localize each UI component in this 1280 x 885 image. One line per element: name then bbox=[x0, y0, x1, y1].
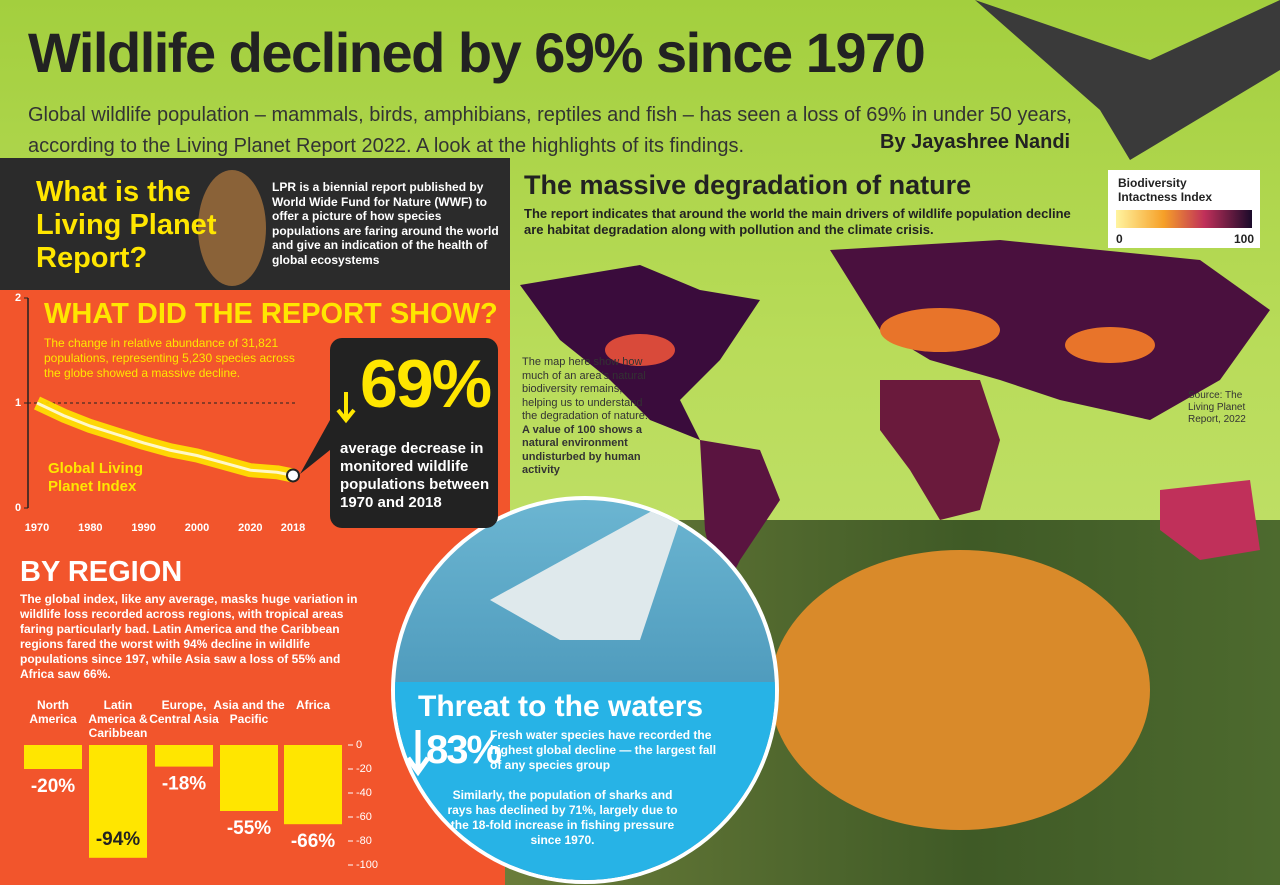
map-note-bold: A value of 100 shows a natural environme… bbox=[522, 423, 643, 477]
end-point bbox=[286, 468, 300, 483]
bar bbox=[220, 745, 278, 811]
report-stat: 69% bbox=[360, 346, 492, 422]
title: Wildlife declined by 69% since 1970 bbox=[28, 21, 926, 84]
stat-box bbox=[330, 338, 498, 528]
down-arrow bbox=[336, 392, 356, 424]
x-tick-label: 1970 bbox=[25, 522, 49, 534]
legend-gradient bbox=[1116, 210, 1252, 228]
category-label: Europe, Central Asia bbox=[149, 698, 219, 726]
value-label: -18% bbox=[162, 774, 206, 795]
x-tick-label: 2020 bbox=[238, 522, 262, 534]
waters-stat: 83% bbox=[426, 728, 502, 772]
legend-min: 0 bbox=[1116, 232, 1123, 246]
region-title: BY REGION bbox=[20, 556, 183, 588]
map-source: Source: The Living Planet Report, 2022 bbox=[1188, 390, 1246, 425]
category-label: Africa bbox=[295, 698, 330, 712]
y-tick-label: -20 bbox=[356, 763, 372, 775]
x-tick-label: 2000 bbox=[185, 522, 209, 534]
value-label: -94% bbox=[96, 829, 140, 850]
report-text: The change in relative abundance of 31,8… bbox=[44, 336, 295, 380]
region-text: The global index, like any average, mask… bbox=[20, 592, 358, 681]
byline: By Jayashree Nandi bbox=[880, 131, 1071, 153]
series-line bbox=[36, 401, 294, 477]
y-tick-label: 0 bbox=[15, 502, 21, 514]
vulture-image bbox=[975, 0, 1280, 160]
value-label: -20% bbox=[31, 776, 75, 797]
value-label: -66% bbox=[291, 831, 335, 852]
x-tick-label: 1990 bbox=[131, 522, 155, 534]
waters-stat-text: Fresh water species have recorded the hi… bbox=[490, 728, 717, 772]
report-title: WHAT DID THE REPORT SHOW? bbox=[44, 298, 498, 330]
bar bbox=[155, 745, 213, 767]
down-arrow bbox=[405, 730, 431, 777]
y-tick-label: 0 bbox=[356, 739, 362, 751]
map-note: The map here show how much of an area's … bbox=[522, 356, 652, 478]
x-tick-label: 2018 bbox=[281, 522, 305, 534]
waters-text: Similarly, the population of sharks and … bbox=[447, 788, 678, 847]
y-tick-label: -100 bbox=[356, 859, 378, 871]
category-label: Latin America & Caribbean bbox=[88, 698, 148, 740]
y-tick-label: -80 bbox=[356, 835, 372, 847]
legend-max: 100 bbox=[1234, 232, 1255, 246]
bar bbox=[24, 745, 82, 769]
subtitle: Global wildlife population – mammals, bi… bbox=[28, 104, 1072, 157]
bar bbox=[89, 745, 147, 858]
map-note-text: The map here show how much of an area's … bbox=[522, 356, 648, 422]
intro-title: What is the Living Planet Report? bbox=[36, 176, 217, 274]
waters-title: Threat to the waters bbox=[418, 690, 704, 723]
y-tick-label: 2 bbox=[15, 292, 21, 304]
series-label: Global Living Planet Index bbox=[48, 460, 144, 495]
category-label: Asia and the Pacific bbox=[213, 698, 285, 726]
callout-pointer bbox=[300, 420, 330, 474]
category-label: North America bbox=[29, 698, 77, 726]
eagle-image bbox=[198, 170, 266, 286]
map-text: The report indicates that around the wor… bbox=[524, 206, 1071, 237]
bar bbox=[284, 745, 342, 825]
y-tick-label: -60 bbox=[356, 811, 372, 823]
y-tick-label: 1 bbox=[15, 397, 21, 409]
legend-title: Biodiversity Intactness Index bbox=[1118, 176, 1213, 204]
y-tick-label: -40 bbox=[356, 787, 372, 799]
x-tick-label: 1980 bbox=[78, 522, 102, 534]
value-label: -55% bbox=[227, 818, 271, 839]
map-title: The massive degradation of nature bbox=[524, 170, 972, 200]
tiger bbox=[770, 550, 1150, 830]
intro-text: LPR is a biennial report published by Wo… bbox=[272, 180, 499, 267]
report-stat-text: average decrease in monitored wildlife p… bbox=[340, 440, 490, 511]
legend-box bbox=[1108, 170, 1260, 248]
